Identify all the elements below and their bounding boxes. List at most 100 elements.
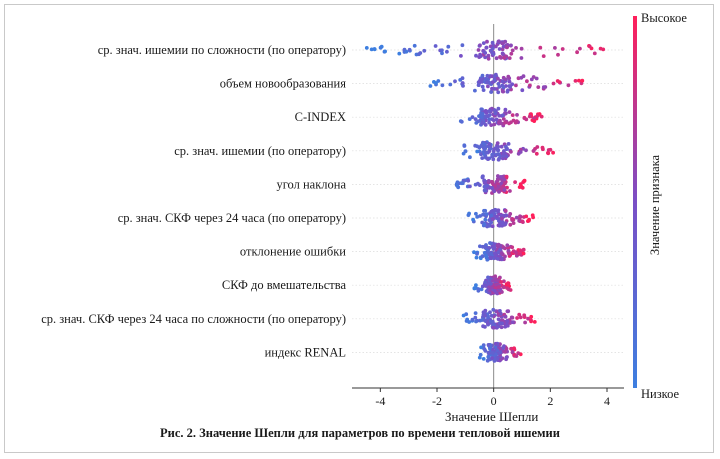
- shap-point: [372, 47, 377, 52]
- colorbar-title: Значение признака: [648, 154, 662, 255]
- shap-point: [557, 80, 562, 84]
- shap-point: [460, 181, 465, 186]
- shap-point: [476, 48, 481, 52]
- shap-point: [495, 348, 500, 353]
- shap-point: [504, 346, 509, 351]
- shap-point: [468, 184, 472, 189]
- feature-label: объем новообразования: [220, 77, 347, 91]
- shap-point: [500, 318, 505, 323]
- shap-point: [478, 43, 482, 48]
- shap-point: [501, 285, 506, 290]
- shap-point: [481, 212, 485, 217]
- shap-point: [486, 343, 491, 347]
- shap-point: [433, 44, 438, 48]
- shap-point: [460, 43, 465, 48]
- shap-point: [504, 174, 509, 179]
- shap-point: [493, 254, 498, 259]
- shap-point: [518, 248, 523, 253]
- shap-point: [498, 342, 502, 346]
- shap-point: [484, 150, 489, 155]
- shap-point: [505, 319, 510, 323]
- x-tick-label: 2: [547, 394, 553, 408]
- shap-point: [521, 247, 526, 252]
- shap-point: [476, 119, 481, 124]
- shap-point: [494, 44, 498, 49]
- shap-point: [524, 214, 529, 219]
- shap-point: [535, 145, 540, 149]
- shap-point: [485, 39, 489, 44]
- shap-point: [541, 54, 546, 58]
- shap-point: [496, 144, 500, 149]
- shap-point: [518, 150, 523, 154]
- shap-point: [495, 186, 499, 191]
- shap-point: [483, 109, 488, 113]
- shap-point: [514, 250, 518, 255]
- shap-point: [486, 157, 490, 162]
- feature-label: индекс RENAL: [265, 345, 346, 359]
- shap-point: [491, 325, 495, 330]
- shap-point: [448, 82, 453, 87]
- shap-point: [560, 47, 565, 51]
- shap-point: [495, 214, 499, 219]
- shap-point: [463, 149, 468, 154]
- shap-point: [478, 214, 482, 218]
- shap-point: [490, 86, 494, 91]
- shap-point: [492, 87, 497, 91]
- shap-point: [470, 115, 475, 119]
- shap-point: [446, 44, 451, 49]
- shap-point: [503, 77, 508, 82]
- shap-point: [466, 178, 471, 183]
- figure-frame: [4, 4, 714, 453]
- shap-point: [486, 275, 490, 280]
- shap-point: [470, 317, 475, 322]
- feature-label: СКФ до вмешательства: [222, 278, 347, 292]
- shap-point: [531, 149, 536, 153]
- shap-point: [364, 46, 369, 50]
- shap-point: [510, 113, 515, 117]
- shap-point: [492, 189, 497, 194]
- shap-point: [474, 211, 478, 216]
- shap-point: [484, 212, 489, 217]
- feature-label: ср. знач. ишемии по сложности (по операт…: [98, 43, 346, 57]
- shap-point: [490, 185, 494, 190]
- shap-point: [509, 43, 513, 48]
- shap-point: [496, 157, 501, 162]
- shap-point: [453, 79, 457, 84]
- shap-point: [511, 221, 516, 226]
- shap-point: [467, 320, 471, 324]
- shap-point: [532, 119, 537, 123]
- shap-point: [499, 186, 504, 190]
- shap-point: [497, 39, 501, 44]
- shap-point: [501, 89, 506, 94]
- shap-point: [482, 181, 487, 185]
- shap-point: [505, 243, 510, 248]
- shap-point: [496, 82, 501, 86]
- shap-point: [484, 80, 489, 85]
- shap-point: [503, 314, 508, 319]
- shap-point: [474, 319, 478, 324]
- shap-point: [481, 343, 486, 348]
- shap-point: [484, 254, 489, 258]
- shap-point: [495, 256, 500, 261]
- x-tick-label: 0: [491, 394, 497, 408]
- shap-point: [499, 144, 504, 149]
- shap-point: [575, 50, 579, 55]
- shap-point: [507, 79, 512, 84]
- shap-point: [540, 145, 545, 150]
- shap-point: [505, 89, 510, 94]
- shap-point: [499, 251, 504, 256]
- shap-point: [472, 250, 476, 255]
- shap-point: [510, 350, 515, 354]
- shap-point: [397, 51, 402, 56]
- shap-point: [514, 119, 519, 123]
- shap-point: [503, 350, 508, 354]
- shap-point: [499, 213, 504, 218]
- shap-point: [494, 56, 499, 61]
- shap-point: [428, 84, 433, 88]
- shap-point: [473, 311, 478, 315]
- shap-point: [490, 181, 495, 186]
- shap-point: [573, 79, 578, 83]
- colorbar-low-label: Низкое: [641, 387, 679, 401]
- shap-point: [475, 149, 480, 154]
- shap-point: [455, 184, 460, 188]
